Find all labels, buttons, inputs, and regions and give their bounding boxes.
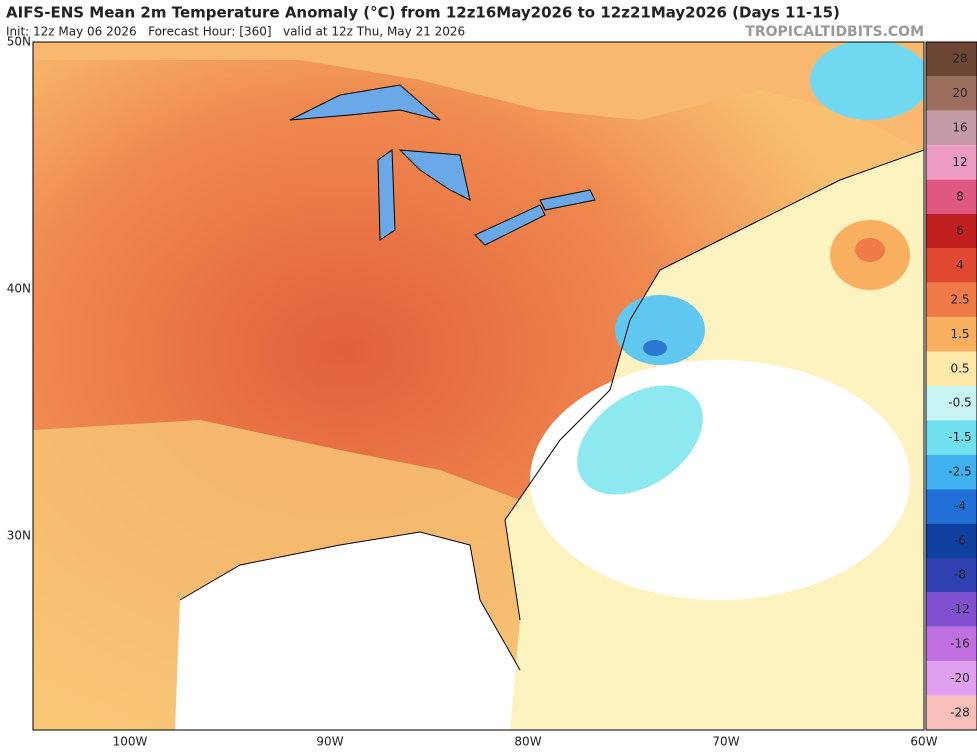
colorbar-swatch: [926, 76, 977, 111]
colorbar-swatch: [926, 145, 977, 180]
cool-patch: [577, 385, 703, 495]
canada: [33, 42, 924, 150]
coastline: [504, 149, 924, 621]
colorbar-label: 4: [956, 258, 964, 272]
colorbar-label: -2.5: [948, 465, 971, 479]
title: AIFS-ENS Mean 2m Temperature Anomaly (°C…: [6, 4, 840, 22]
colorbar-swatch: [926, 351, 977, 386]
colorbar-label: 16: [952, 121, 967, 135]
colorbar-swatch: [926, 386, 977, 421]
colorbar-label: 8: [956, 189, 964, 203]
gulf: [175, 532, 540, 730]
colorbar-swatch: [926, 248, 977, 283]
colorbar-swatch: [926, 523, 977, 558]
map: [32, 41, 925, 731]
site: TROPICALTIDBITS.COM: [745, 24, 924, 40]
colorbar-label: -4: [954, 499, 966, 513]
colorbar-swatch: [926, 179, 977, 214]
colorbar-swatch: [926, 282, 977, 318]
colorbar-label: 28: [952, 52, 967, 66]
colorbar-label: -12: [950, 602, 970, 616]
colorbar-label: -20: [950, 671, 970, 685]
colorbar-label: -0.5: [948, 396, 971, 410]
axis-labels: 50N 40N 30N 100W 90W 80W 70W 60W: [7, 35, 938, 749]
colorbar-swatch: [926, 454, 977, 490]
colorbar-swatch: [926, 420, 977, 455]
subtitle: Init: 12z May 06 2026 Forecast Hour: [36…: [6, 25, 465, 39]
colorbar-swatch: [926, 110, 977, 146]
lon-label: 100W: [113, 735, 148, 749]
colorbar-label: -28: [950, 705, 970, 719]
colorbar-label: 20: [952, 86, 967, 100]
colorbar-swatch: [926, 695, 977, 730]
warm-core: [855, 238, 885, 262]
colorbar-swatch: [926, 592, 977, 627]
colorbar-swatch: [926, 558, 977, 593]
cool-core: [643, 340, 667, 356]
colorbar: 28 20 16 12 8 6 4 2.5 1.5 0.5 -0.5 -1.5 -2.5 -4 -6 -8 -1…: [925, 41, 977, 731]
colorbar-label: 2.5: [950, 293, 969, 307]
map-frame: [32, 41, 925, 731]
colorbar-label: -1.5: [948, 430, 971, 444]
lon-label: 90W: [316, 735, 343, 749]
great-lakes: [289, 84, 596, 246]
colorbar-label: -16: [950, 637, 970, 651]
cool-patch: [615, 295, 705, 365]
lon-label: 80W: [514, 735, 541, 749]
colorbar-swatch: [926, 626, 977, 662]
colorbar-label: 12: [952, 155, 967, 169]
colorbar-label: -6: [954, 533, 966, 547]
lat-label: 50N: [7, 35, 31, 49]
lon-label: 70W: [712, 735, 739, 749]
lat-label: 40N: [7, 282, 31, 296]
lat-label: 30N: [7, 529, 31, 543]
colorbar-swatch: [926, 214, 977, 249]
lon-label: 60W: [910, 735, 937, 749]
colorbar-frame: [925, 41, 977, 731]
colorbar-swatch: [926, 42, 977, 77]
colorbar-swatch: [926, 489, 977, 524]
colorbar-label: -8: [954, 568, 966, 582]
colorbar-swatch: [926, 661, 977, 696]
colorbar-swatch: [926, 317, 977, 352]
colorbar-label: 0.5: [950, 361, 969, 375]
colorbar-label: 6: [956, 224, 964, 238]
cool-patch: [810, 42, 924, 120]
colorbar-label: 1.5: [950, 327, 969, 341]
coastline: [179, 531, 521, 671]
